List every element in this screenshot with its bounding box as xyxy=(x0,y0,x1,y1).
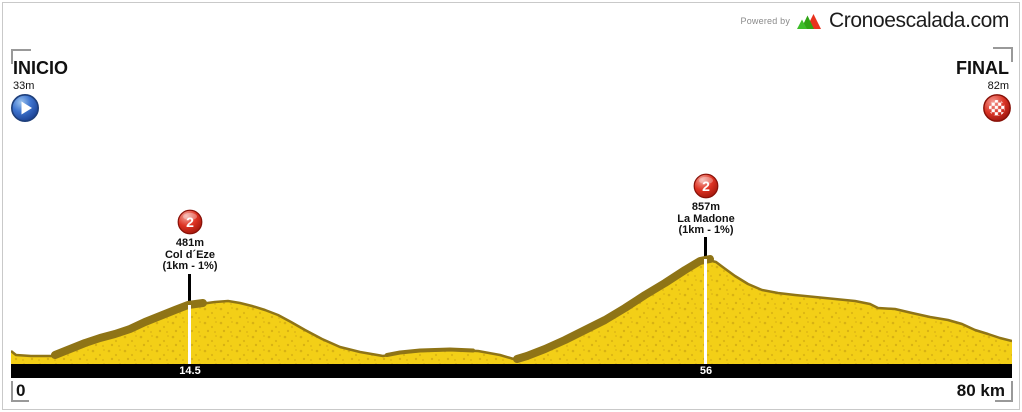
axis-end-label: 80 km xyxy=(956,381,1005,400)
finish-label: FINAL xyxy=(956,58,1009,78)
climb1-detail: (1km - 1%) xyxy=(162,260,218,272)
climb1-stem-lower xyxy=(188,305,191,364)
start-label: INICIO xyxy=(13,58,69,78)
climb2-stem-lower xyxy=(704,259,707,364)
climb2-name: La Madone xyxy=(677,212,735,225)
profile-texture xyxy=(11,260,1012,364)
climb2-label-block: 857m La Madone (1km - 1%) xyxy=(626,201,786,237)
climb1-category-number: 2 xyxy=(186,214,194,230)
climb1-label-block: 481m Col d´Eze (1km - 1%) xyxy=(110,237,270,273)
play-icon[interactable] xyxy=(10,93,40,123)
mid-bump-band xyxy=(385,347,475,357)
powered-by-label: Powered by xyxy=(740,16,791,26)
climb2-stem-upper xyxy=(704,237,707,259)
axis-start-label: 0 xyxy=(16,381,26,400)
climb2-category-number: 2 xyxy=(702,178,710,194)
cronoescalada-link[interactable]: Cronoescalada.com xyxy=(829,9,1009,32)
finish-corner-bracket xyxy=(993,47,1013,62)
start-corner-bracket xyxy=(11,49,31,64)
climb1-elevation: 481m xyxy=(175,237,205,249)
climb2-elevation: 857m xyxy=(691,201,721,213)
climb2-category-badge: 2 xyxy=(693,173,719,199)
km-axis-bar: 14.5 56 xyxy=(11,364,1012,378)
climb1-stem-upper xyxy=(188,274,191,305)
axis-start-bracket xyxy=(11,381,29,402)
climb1-category-badge: 2 xyxy=(177,209,203,235)
climb2-km-label: 56 xyxy=(699,365,713,377)
climb1-ascent-band xyxy=(51,299,207,359)
climb1-km-label: 14.5 xyxy=(179,365,201,377)
elevation-profile-chart xyxy=(11,255,1012,364)
finish-elevation: 82m xyxy=(987,80,1009,92)
climb1-name: Col d´Eze xyxy=(164,248,216,261)
axis-end-bracket xyxy=(995,381,1013,402)
branding-header: Powered by Cronoescalada.com xyxy=(741,9,1010,33)
climb2-detail: (1km - 1%) xyxy=(678,224,734,236)
cronoescalada-logo-icon xyxy=(797,14,822,29)
start-elevation: 33m xyxy=(13,80,35,92)
finish-checkered-icon xyxy=(983,94,1011,122)
climb2-ascent-band xyxy=(513,255,714,363)
